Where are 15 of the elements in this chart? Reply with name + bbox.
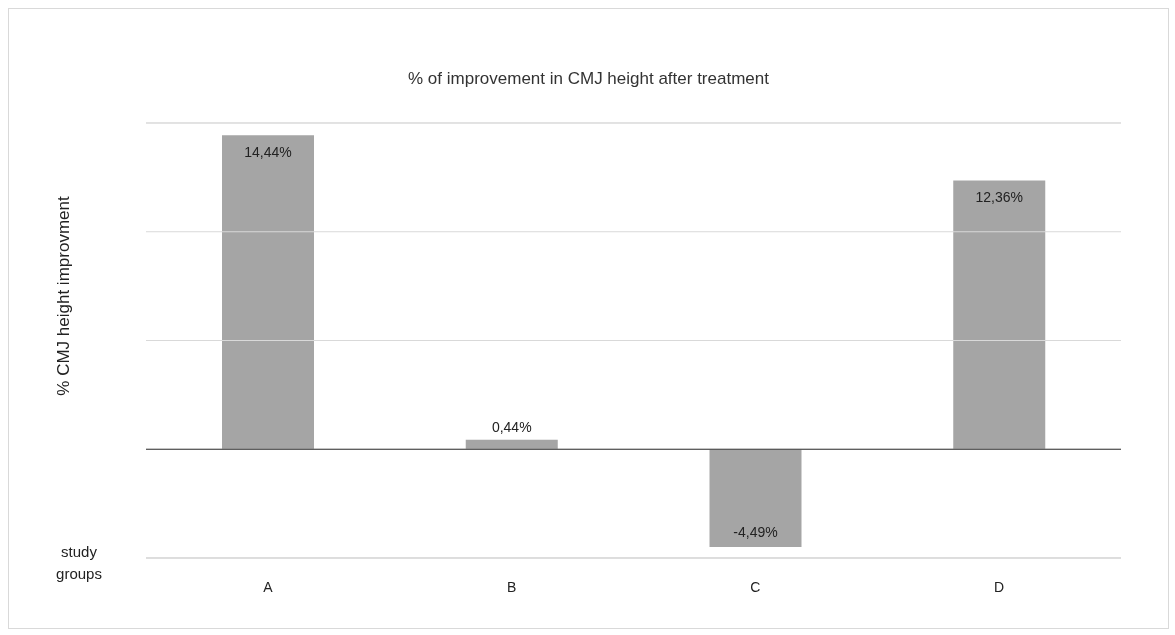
x-tick-label: D [994, 578, 1005, 595]
x-axis-title: study groups [55, 542, 103, 584]
x-tick-label: C [750, 578, 761, 595]
data-label: 12,36% [975, 189, 1023, 206]
data-label: -4,49% [733, 523, 778, 540]
x-tick-label: B [506, 578, 517, 595]
bar [953, 180, 1046, 450]
x-tick-label: A [263, 578, 274, 595]
chart-title: % of improvement in CMJ height after treatment [407, 69, 770, 89]
data-label: 14,44% [244, 144, 292, 161]
bar [222, 135, 314, 450]
bar [465, 439, 558, 450]
data-label: 0,44% [491, 418, 532, 435]
y-axis-title: % CMJ height improvment [54, 196, 74, 396]
bar [709, 449, 802, 547]
